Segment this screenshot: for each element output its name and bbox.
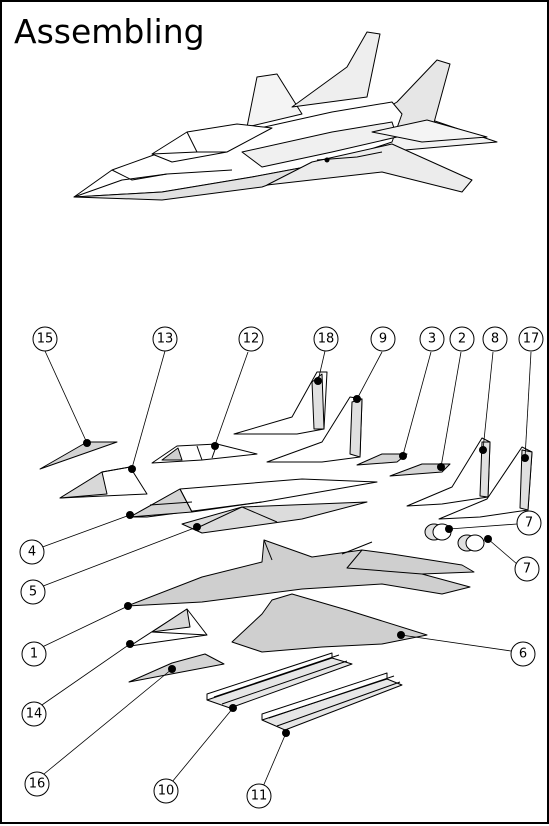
callout-15: 15 [37, 332, 54, 347]
assembled-aircraft [73, 31, 498, 201]
callout-18: 18 [318, 332, 335, 347]
callout-8: 8 [491, 332, 499, 347]
callout-7-upper: 7 [525, 516, 533, 531]
callout-7-lower: 7 [523, 562, 531, 577]
callout-17: 17 [523, 332, 540, 347]
part-13 [59, 466, 148, 499]
callout-11: 11 [251, 789, 268, 804]
callout-5: 5 [29, 585, 37, 600]
callout-4: 4 [28, 545, 36, 560]
callout-16: 16 [29, 777, 46, 792]
callout-3: 3 [428, 332, 436, 347]
part-8 [406, 437, 491, 507]
part-2 [389, 463, 451, 477]
part-18 [233, 371, 328, 435]
callout-9: 9 [379, 332, 387, 347]
callout-10: 10 [158, 784, 175, 799]
part-7-nozzle-b [457, 534, 485, 552]
part-14 [129, 608, 208, 647]
callout-1: 1 [30, 647, 38, 662]
callout-6: 6 [519, 647, 527, 662]
part-11 [261, 672, 403, 731]
callout-circles [19, 326, 544, 809]
part-17 [438, 446, 533, 520]
callout-2: 2 [458, 332, 466, 347]
part-5 [181, 501, 368, 534]
part-6 [231, 593, 428, 653]
callout-12: 12 [243, 332, 260, 347]
part-12 [151, 443, 258, 464]
part-4 [129, 478, 378, 518]
part-15 [39, 441, 118, 470]
callout-14: 14 [26, 707, 43, 722]
part-16 [128, 653, 225, 683]
callout-dots [83, 377, 529, 737]
part-10 [206, 652, 353, 709]
page-title: Assembling [14, 12, 205, 51]
part-3 [356, 453, 408, 466]
part-1 [126, 539, 475, 607]
leader-lines [36, 350, 532, 790]
callout-13: 13 [157, 332, 174, 347]
